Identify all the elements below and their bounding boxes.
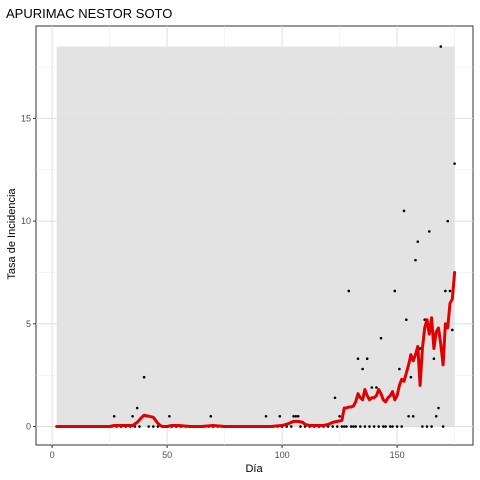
data-point — [292, 414, 295, 418]
data-point — [264, 414, 268, 418]
data-point — [405, 318, 408, 322]
data-point — [147, 425, 150, 428]
data-point — [338, 414, 341, 418]
x-tick-label: 50 — [162, 450, 172, 460]
data-point — [441, 425, 445, 428]
data-point — [372, 425, 376, 428]
data-point — [384, 425, 387, 428]
data-point — [428, 230, 431, 233]
y-axis-ticks: 0 5 10 15 — [21, 113, 36, 432]
data-point — [430, 425, 433, 428]
data-point — [448, 289, 452, 293]
y-tick-label: 10 — [21, 216, 31, 226]
data-point — [168, 414, 171, 418]
data-point — [142, 375, 146, 379]
data-point — [135, 406, 139, 410]
data-point — [377, 425, 381, 428]
data-point — [388, 425, 392, 428]
data-point — [444, 289, 447, 293]
data-point — [439, 45, 443, 48]
x-axis-ticks: 0 50 100 150 — [50, 445, 405, 460]
x-axis-label: Día — [245, 463, 263, 475]
data-point — [347, 289, 351, 293]
data-point — [336, 425, 339, 428]
data-point — [365, 357, 369, 361]
data-point — [294, 414, 298, 418]
data-point — [437, 406, 440, 410]
y-tick-label: 0 — [26, 422, 31, 432]
data-point — [356, 357, 360, 361]
data-point — [375, 386, 378, 389]
data-point — [359, 425, 362, 428]
data-point — [333, 396, 337, 400]
data-point — [138, 425, 141, 428]
data-point — [446, 219, 450, 223]
trend-line — [55, 271, 457, 428]
data-point — [398, 367, 401, 371]
data-point — [453, 162, 456, 165]
data-point — [112, 414, 116, 418]
data-point — [400, 425, 404, 428]
data-point — [379, 336, 383, 340]
data-point — [391, 425, 394, 428]
data-point — [340, 425, 344, 428]
data-point — [345, 425, 348, 428]
data-point — [402, 209, 406, 213]
data-point — [352, 425, 355, 428]
data-point — [363, 425, 367, 428]
confidence-band — [56, 46, 455, 427]
data-point — [432, 357, 436, 361]
data-point — [382, 425, 385, 428]
data-point — [393, 289, 397, 293]
y-axis-label: Tasa de Incidencia — [6, 188, 18, 280]
data-point — [416, 240, 420, 243]
y-tick-label: 15 — [21, 113, 31, 123]
x-tick-label: 0 — [50, 450, 55, 460]
data-point — [361, 367, 364, 371]
data-point — [368, 425, 371, 428]
data-point — [152, 425, 155, 428]
data-point — [414, 258, 417, 262]
ribbon-band — [56, 46, 455, 427]
data-point — [342, 425, 346, 428]
trend-line-path — [55, 271, 457, 428]
data-point — [370, 386, 374, 389]
x-tick-label: 100 — [275, 450, 290, 460]
data-point — [421, 425, 424, 428]
data-point — [434, 414, 438, 418]
data-point — [407, 414, 410, 418]
data-point — [278, 414, 282, 418]
data-point — [296, 414, 300, 418]
data-point — [354, 425, 358, 428]
chart-title: APURIMAC NESTOR SOTO — [6, 6, 172, 21]
data-point — [411, 414, 415, 418]
data-point — [409, 375, 413, 379]
data-point — [299, 425, 302, 428]
data-point — [290, 425, 293, 428]
x-tick-label: 150 — [390, 450, 405, 460]
data-point — [425, 425, 429, 428]
data-point — [331, 425, 335, 428]
data-point — [395, 425, 399, 428]
data-point — [451, 328, 454, 332]
data-point — [349, 425, 353, 428]
data-point — [209, 414, 213, 418]
y-tick-label: 5 — [26, 319, 31, 329]
data-point — [131, 414, 134, 418]
